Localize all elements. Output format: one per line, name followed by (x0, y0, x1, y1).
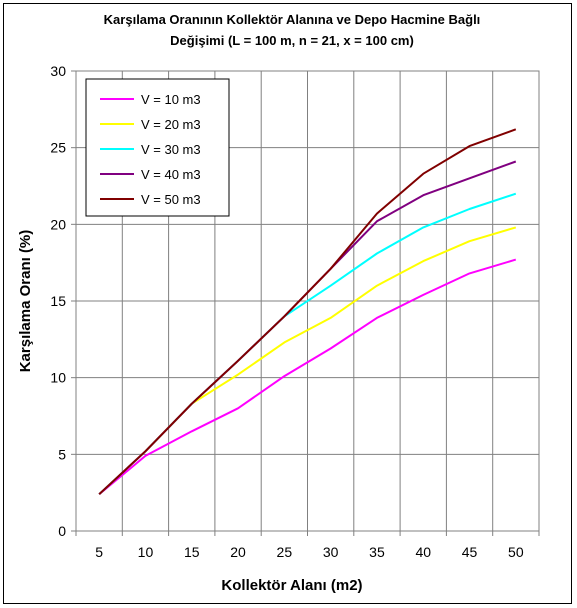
x-tick-label: 10 (138, 544, 154, 560)
y-tick-label: 25 (50, 140, 66, 156)
x-tick-labels: 5 10 15 20 25 30 35 40 45 50 (95, 544, 524, 560)
y-tick-label: 0 (58, 523, 66, 539)
x-tick-label: 35 (369, 544, 385, 560)
y-tick-label: 15 (50, 293, 66, 309)
x-tick-label: 20 (230, 544, 246, 560)
chart-title-line1: Karşılama Oranının Kollektör Alanına ve … (104, 12, 481, 27)
x-axis-title: Kollektör Alanı (m2) (221, 577, 362, 594)
x-tick-label: 5 (95, 544, 103, 560)
x-tick-label: 45 (462, 544, 478, 560)
chart-svg: Karşılama Oranının Kollektör Alanına ve … (4, 4, 573, 605)
chart-title-line2: Değişimi (L = 100 m, n = 21, x = 100 cm) (170, 33, 414, 48)
x-tick-label: 15 (184, 544, 200, 560)
x-tick-label: 30 (323, 544, 339, 560)
y-tick-label: 30 (50, 63, 66, 79)
x-tick-label: 25 (277, 544, 293, 560)
legend-label-5: V = 50 m3 (141, 192, 201, 207)
legend-label-4: V = 40 m3 (141, 167, 201, 182)
y-tick-labels: 0 5 10 15 20 25 30 (50, 63, 66, 539)
legend-label-2: V = 20 m3 (141, 117, 201, 132)
chart-frame: Karşılama Oranının Kollektör Alanına ve … (3, 3, 572, 604)
legend-label-3: V = 30 m3 (141, 142, 201, 157)
legend: V = 10 m3 V = 20 m3 V = 30 m3 V = 40 m3 V = … (86, 79, 229, 216)
y-tick-label: 10 (50, 370, 66, 386)
legend-label-1: V = 10 m3 (141, 92, 201, 107)
x-tick-label: 50 (508, 544, 524, 560)
y-tick-label: 20 (50, 216, 66, 232)
y-axis-title: Karşılama Oranı (%) (17, 230, 34, 373)
y-tick-label: 5 (58, 446, 66, 462)
x-tick-label: 40 (415, 544, 431, 560)
